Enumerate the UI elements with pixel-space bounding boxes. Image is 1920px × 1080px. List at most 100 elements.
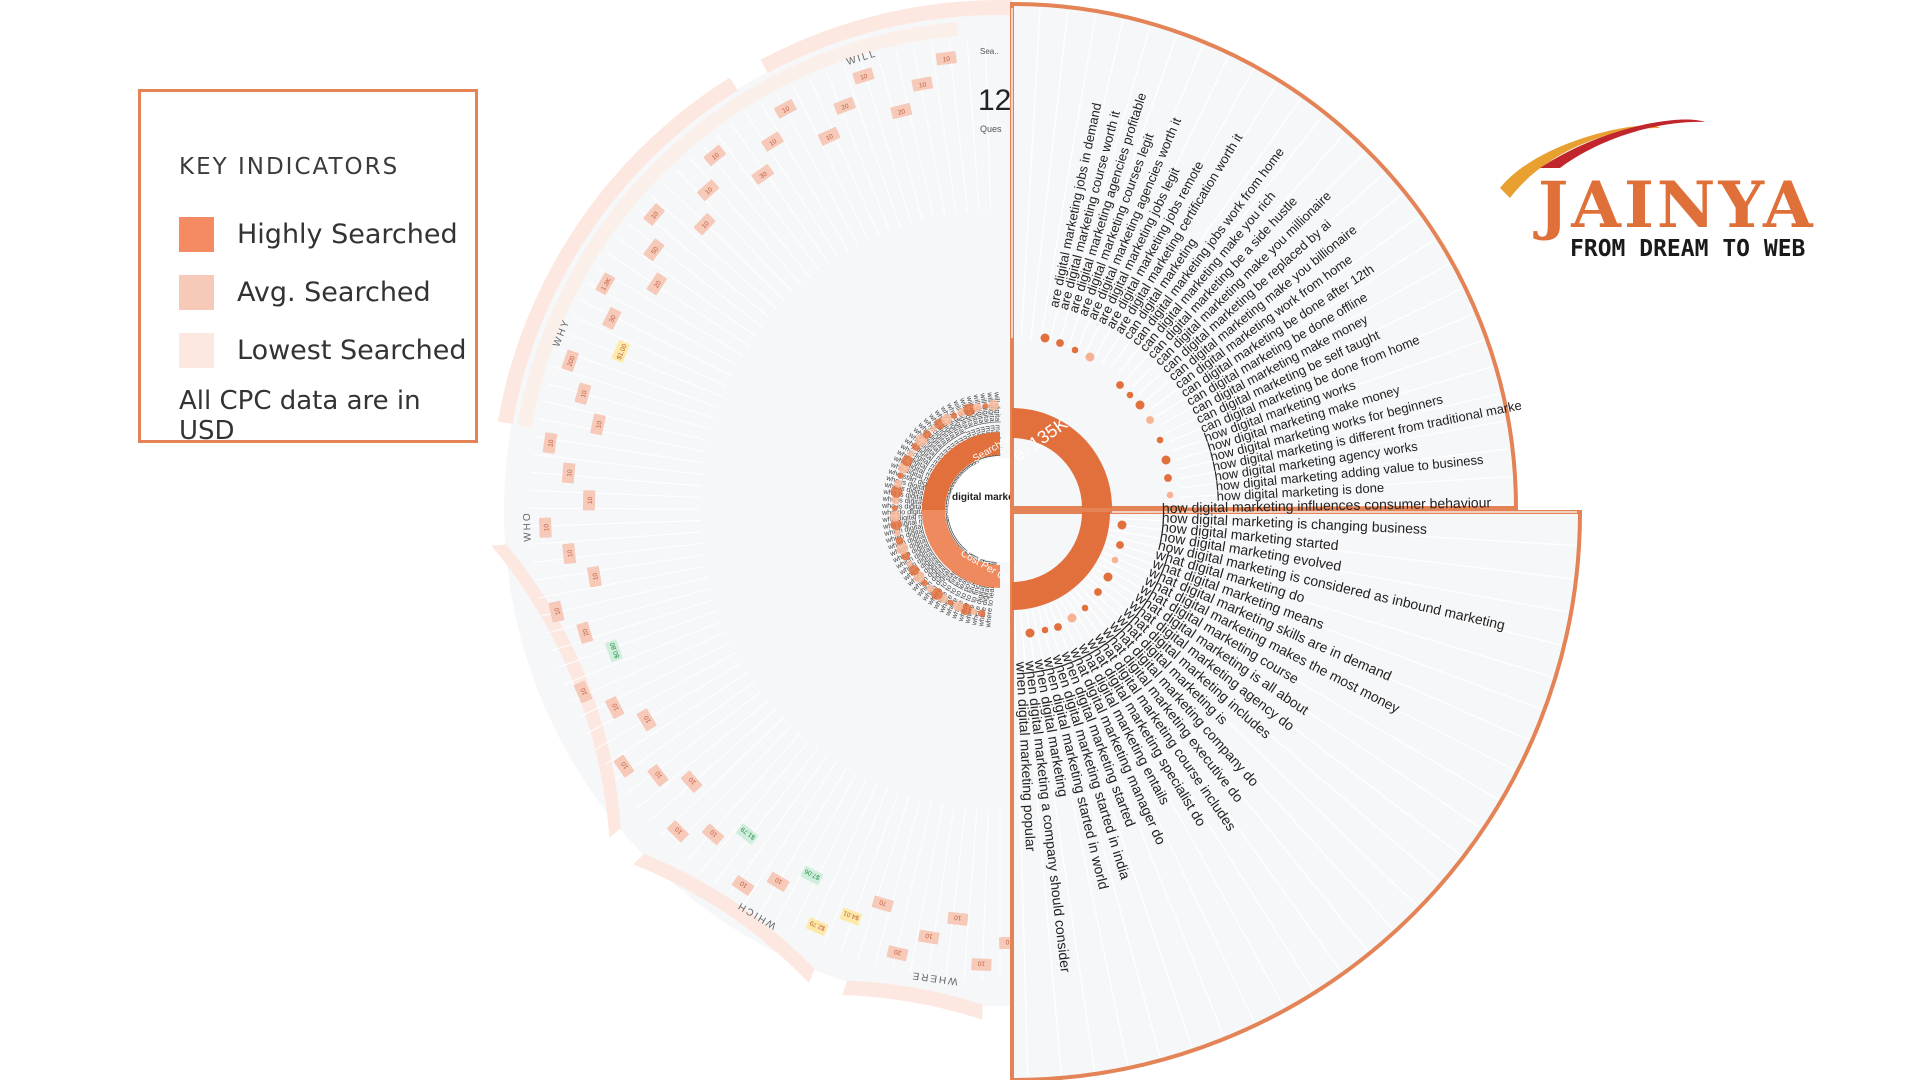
cpc-cell: 10 (582, 490, 596, 511)
zoom-spoke (1014, 611, 1029, 1077)
cpc-cell-label: 10 (825, 133, 835, 143)
cpc-cell: 10 (574, 382, 592, 405)
cpc-cell: 10 (774, 99, 797, 119)
volume-dot (906, 560, 913, 567)
zoom-volume-dot (1085, 352, 1095, 362)
cpc-cell-bg (761, 131, 784, 152)
cpc-cell-bg (643, 203, 665, 226)
zoom-spoke (1049, 20, 1124, 343)
zoom-volume-dot (1040, 333, 1050, 343)
spoke-line (532, 542, 702, 563)
spoke-line (531, 471, 702, 487)
spoke-line (571, 315, 728, 387)
cpc-cell-label: 10 (774, 876, 784, 886)
cpc-cell-label: 10 (587, 496, 594, 504)
spoke-line (535, 435, 704, 464)
cpc-cell-bg (935, 51, 957, 66)
spoke-line (823, 787, 889, 946)
cpc-cell: 10 (761, 131, 784, 152)
cpc-cell: 200 (561, 349, 579, 372)
cpc-cell-label: 70 (878, 898, 887, 907)
spoke-line (840, 792, 899, 953)
volume-dot (908, 565, 920, 576)
volume-dot (978, 609, 986, 618)
zoom-spoke (1069, 592, 1342, 972)
spoke-line (909, 804, 944, 972)
zoom-cpc-dot (1054, 623, 1062, 631)
legend-label: Highly Searched (237, 218, 458, 250)
cpc-cell-label: 10 (918, 81, 927, 89)
cpc-cell: 10 (935, 51, 957, 66)
donut-hole (948, 458, 1012, 562)
header-sub-text: Ques (980, 124, 1002, 134)
spoke-line (535, 554, 704, 581)
volume-dot (889, 511, 901, 522)
zoom-spoke (1168, 313, 1474, 443)
cpc-cell-bg (647, 764, 669, 787)
spoke-line (984, 40, 992, 211)
zoom-volume-dot (1135, 400, 1145, 410)
zoom-volume-dot (1056, 339, 1064, 347)
zoom-spoke (1048, 604, 1225, 1037)
volume-dot (982, 402, 989, 410)
header-small-text: Sea.. (980, 47, 999, 56)
cpc-cell-label: 10 (547, 439, 555, 448)
volume-dot (953, 601, 964, 612)
spoke-line (563, 620, 722, 686)
zoom-spoke (1131, 152, 1365, 388)
cpc-cell-label: 20 (582, 627, 591, 636)
spoke-line (860, 60, 912, 224)
zoom-spoke (1054, 602, 1255, 1023)
logo-wordmark: JAINYA (1538, 168, 1816, 243)
cpc-cell-bg (800, 865, 824, 885)
zoom-spoke (1093, 69, 1254, 360)
zoom-spoke (1091, 572, 1462, 856)
cpc-cell-bg (538, 517, 552, 538)
wheel-background (504, 14, 1012, 1006)
cpc-cell: 10 (817, 126, 841, 146)
volume-dot (922, 430, 932, 439)
cpc-cell-bg (839, 907, 863, 926)
cpc-cell: 10 (613, 754, 635, 778)
cpc-cell: 30 (751, 164, 774, 185)
volume-dot (890, 485, 903, 498)
zoom-search-ring (1012, 408, 1112, 508)
cpc-cell-bg (548, 600, 565, 623)
cpc-cell-label: 10 (859, 73, 868, 82)
spoke-line (746, 113, 839, 258)
cpc-cell-label: 10 (942, 56, 950, 64)
spoke-line (595, 662, 743, 750)
volume-dot (891, 505, 899, 512)
spoke-line (530, 519, 701, 527)
spoke-line (892, 801, 932, 968)
cpc-cell: 10 (573, 680, 593, 704)
zoom-spoke (1101, 83, 1278, 365)
group-arc (633, 853, 815, 983)
cpc-cell: 10 (693, 213, 716, 236)
cpc-cell-label: 10 (543, 523, 550, 531)
zoom-spoke (1083, 581, 1418, 907)
cpc-cell-bg (636, 708, 657, 732)
zoom-cpc-ring (1012, 512, 1110, 610)
spoke-line (533, 453, 703, 475)
cpc-cell: 10 (971, 958, 992, 971)
spoke-line (636, 700, 769, 809)
zoom-cpc-dot (1025, 628, 1035, 638)
zoom-spoke (1149, 216, 1419, 410)
zoom-spoke (1181, 475, 1512, 498)
cpc-cell-label: 10 (781, 105, 791, 115)
search-volume-ring (922, 432, 1000, 510)
zoom-spoke (1107, 540, 1553, 678)
cpc-cell: 10 (697, 179, 720, 201)
spoke-line (673, 725, 792, 849)
cpc-cell: 20 (890, 103, 913, 120)
cpc-cell-bg (693, 213, 716, 236)
cpc-cell: $0.80 (605, 639, 623, 662)
cpc-cell-label: 10 (704, 186, 714, 196)
spoke-line (531, 531, 701, 545)
volume-dot (972, 403, 982, 412)
cpc-cell-label: 10 (650, 210, 660, 220)
cpc-cell-label: 10 (1005, 938, 1013, 945)
spoke-line (547, 383, 712, 430)
